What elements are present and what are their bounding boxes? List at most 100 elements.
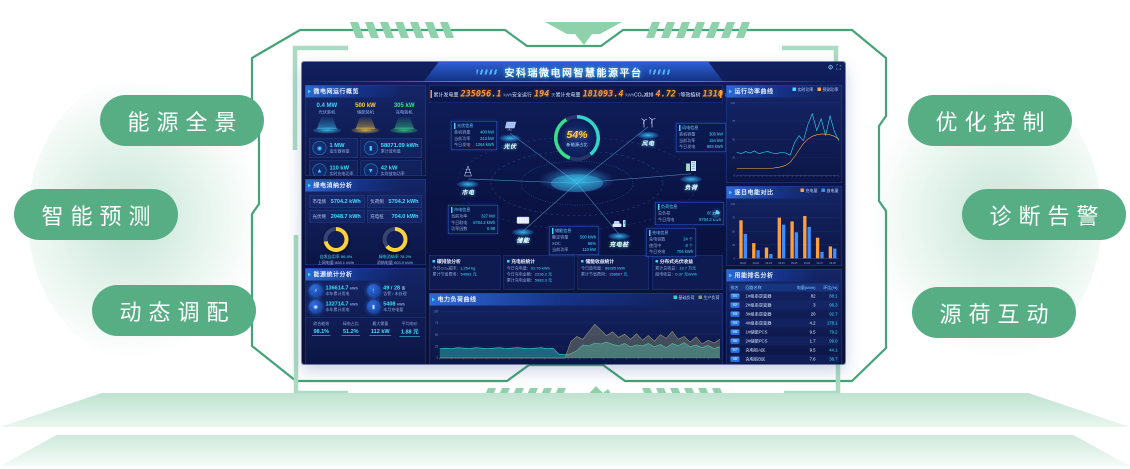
side-energy-stat: 市电侧 5704.2 kWh bbox=[309, 195, 365, 208]
dashboard-screenshot: 安科瑞微电网智慧能源平台 ⚙ ⛶ 微电网运行概览 0.4 MW 光伏装机 500 … bbox=[302, 62, 845, 364]
feature-pill-smart-forecast: 智能预测 bbox=[14, 189, 178, 240]
svg-text:09-05: 09-05 bbox=[791, 261, 798, 265]
svg-text:50: 50 bbox=[435, 333, 438, 337]
kpi-stat: 安全运行 194 天 bbox=[511, 89, 556, 99]
svg-text:09-01: 09-01 bbox=[740, 261, 747, 265]
table-row[interactable]: 08 充电桩B区 7.6 38.7 bbox=[729, 354, 839, 364]
kpi-strip: 累计发电量 235056.1 kWh 安全运行 194 天累计充电量 181093.4 kWh… bbox=[429, 85, 729, 103]
legend-item: 生产负荷 bbox=[698, 295, 720, 301]
ev-icon: ▮ bbox=[366, 300, 381, 314]
rank-badge: 06 bbox=[730, 338, 740, 344]
hub-glow bbox=[539, 167, 615, 193]
station-stat: 500 kW 储能装机 bbox=[347, 102, 383, 134]
footer-stat: 综合能效 98.1% bbox=[311, 321, 331, 336]
load-mini-gauge: 23% bbox=[710, 208, 722, 220]
statistic-item: ◉ 132714.7 kWh 本年累计发电 bbox=[309, 300, 364, 314]
panel-load-curve: 电力负荷曲线 基础负荷 生产负荷 100 75 50 25 0 bbox=[429, 293, 723, 364]
node-card-storage: 储能信息 额定容量 500 kWh SOC 86% 当前功率 110 kW bbox=[549, 226, 599, 256]
top-arrow-decoration bbox=[545, 22, 622, 45]
node-platform bbox=[608, 232, 630, 240]
gauge-legend: 绿电消纳率 78.2% 消纳电量 603.9 kWh bbox=[376, 254, 414, 265]
svg-text:75: 75 bbox=[435, 321, 438, 325]
svg-text:25: 25 bbox=[732, 155, 736, 159]
left-column: 微电网运行概览 0.4 MW 光伏装机 500 kW 储能装机 305 kW 充电装机… bbox=[305, 85, 426, 364]
node-label: 光伏 bbox=[503, 143, 517, 150]
svg-text:0: 0 bbox=[734, 256, 736, 260]
dashboard-header: 安科瑞微电网智慧能源平台 ⚙ ⛶ bbox=[302, 62, 845, 82]
gear-icon[interactable]: ⚙ bbox=[827, 63, 834, 72]
kpi-stat: CO₂减排 4.72 T bbox=[634, 89, 681, 99]
topology-diagram: 54% 新能源占比 光伏 光伏信息 装机容量 400 kW 当前功率 213 kW 今日发电… bbox=[429, 106, 726, 258]
panel-title: 电力负荷曲线 bbox=[429, 293, 708, 306]
node-wind: 风电 bbox=[637, 115, 659, 148]
rank-badge: 03 bbox=[730, 311, 740, 317]
node-platform bbox=[680, 175, 702, 183]
node-label: 储能 bbox=[516, 237, 530, 244]
mini-panel-row: 碳排放分析 今日CO₂减排：1,264 kg 累计节省费用：54581 元充电桩统计… bbox=[429, 255, 723, 290]
svg-text:09-02: 09-02 bbox=[753, 261, 760, 265]
panel-energy-statistics: 能源统计分析 ⚡ 136614.7 kWh 本年累计用电! 49 / 28 条告警… bbox=[305, 268, 426, 364]
fullscreen-icon[interactable]: ⛶ bbox=[836, 63, 841, 72]
node-charger: 充电桩 bbox=[608, 218, 630, 249]
charge-icon: ▲ bbox=[312, 163, 327, 176]
node-label: 风电 bbox=[641, 140, 655, 147]
statistic-item: ▮ 5408 kWh 本月充电量 bbox=[366, 300, 422, 314]
statistic-item: ⚡ 136614.7 kWh 本年累计用电 bbox=[309, 284, 364, 298]
power-line-chart: 100 75 50 25 0 bbox=[727, 98, 842, 183]
node-label: 市电 bbox=[461, 189, 475, 196]
overview-tile: ▲ 110 kW 实时充电功率 bbox=[309, 160, 358, 176]
table-row[interactable]: 02 2#组串逆变器 3 96.3 bbox=[729, 300, 839, 310]
svg-text:09-04: 09-04 bbox=[778, 261, 785, 265]
renewable-ratio-label: 新能源占比 bbox=[566, 141, 588, 147]
node-card-wind: 风电信息 装机容量 300 kW 当前功率 154 kW 今日发电 983 kWh bbox=[676, 123, 726, 153]
table-row[interactable]: 04 4#组串逆变器 4.2 178.1 bbox=[729, 318, 839, 328]
node-label: 负荷 bbox=[684, 184, 698, 191]
feature-pill-dynamic-dispatch: 动态调配 bbox=[92, 285, 256, 336]
panel-title: 逐日电能对比 bbox=[726, 186, 836, 199]
load-area-chart: 100 75 50 25 0 bbox=[430, 306, 723, 365]
panel-title: 绿电消纳分析 bbox=[305, 179, 420, 192]
solar-icon: ◉ bbox=[309, 300, 323, 314]
kpi-stat: 累计发电量 235056.1 kWh bbox=[433, 89, 512, 99]
feature-pill-energy-panorama: 能源全景 bbox=[100, 95, 264, 146]
svg-text:25: 25 bbox=[435, 344, 438, 348]
table-row[interactable]: 05 1#储能PCS 9.5 79.2 bbox=[729, 328, 839, 337]
legend-item: 预测功率 bbox=[817, 87, 839, 93]
renewable-ratio-value: 54% bbox=[566, 128, 588, 141]
rank-badge: 01 bbox=[730, 293, 740, 299]
node-pv: 光伏 bbox=[499, 121, 521, 151]
svg-text:100: 100 bbox=[433, 309, 438, 313]
bottom-band-2 bbox=[0, 435, 1130, 466]
renewable-ratio-gauge: 54% 新能源占比 bbox=[554, 115, 600, 161]
svg-text:0: 0 bbox=[437, 356, 439, 360]
consumption-gauge: 绿电消纳率 78.2% 消纳电量 603.9 kWh bbox=[370, 227, 420, 265]
side-energy-stat: 光伏侧 2048.7 kWh bbox=[309, 210, 365, 223]
panel-title: 用能排名分析 bbox=[726, 269, 836, 282]
svg-text:75: 75 bbox=[732, 216, 735, 220]
daily-bar-chart: 100 75 50 25 0 09-01 09-02 09-03 09-04 09-05 09-06… bbox=[727, 199, 842, 266]
rank-badge: 02 bbox=[730, 302, 740, 308]
feature-pill-diagnosis-alarm: 诊断告警 bbox=[962, 189, 1126, 240]
overview-tile: ▼ 42 kW 实时放电功率 bbox=[360, 160, 422, 176]
side-energy-stat: 负荷侧 5704.2 kWh bbox=[366, 195, 422, 208]
node-card-grid: 市电信息 当前功率 327 kW 今日取电 5704.2 kWh 功率因数 0.98 bbox=[448, 205, 498, 235]
table-row[interactable]: 01 1#组串逆变器 82 88.1 bbox=[729, 292, 839, 301]
plug-icon: ⚡ bbox=[309, 284, 323, 298]
meter-icon: ◉ bbox=[312, 141, 327, 155]
overview-tile: ▮ 58071.09 kWh 累计放电量 bbox=[360, 138, 422, 158]
center-column: 累计发电量 235056.1 kWh 安全运行 194 天累计充电量 181093.4 kWh… bbox=[429, 85, 729, 364]
svg-text:09-08: 09-08 bbox=[829, 261, 836, 265]
station-stat: 305 kW 充电装机 bbox=[386, 102, 422, 134]
panel-daily-energy: 逐日电能对比 充电量 放电量 100 75 50 25 0 09-01 09-02 09-03 0… bbox=[726, 186, 842, 266]
svg-text:09-06: 09-06 bbox=[804, 261, 811, 265]
table-row[interactable]: 07 充电桩A区 9.5 44.1 bbox=[729, 346, 839, 355]
table-row[interactable]: 03 3#组串逆变器 20 92.7 bbox=[729, 310, 839, 319]
legend-item: 放电量 bbox=[821, 188, 839, 194]
node-load: 负荷 bbox=[680, 160, 702, 192]
mini-panel: 碳排放分析 今日CO₂减排：1,264 kg 累计节省费用：54581 元 bbox=[429, 255, 501, 290]
mini-panel: 储能收益统计 今日放电量：88285 kWh 累计节省费用：158667 元 bbox=[577, 255, 649, 290]
overview-tile: ◉ 1 MW 变压器容量 bbox=[309, 138, 358, 158]
table-row[interactable]: 06 2#储能PCS 1.7 99.0 bbox=[729, 336, 839, 346]
panel-title: 运行功率曲线 bbox=[726, 85, 836, 98]
consumption-gauge: 自发自用率 86.4% 上网电量 868.1 kWh bbox=[311, 227, 361, 265]
